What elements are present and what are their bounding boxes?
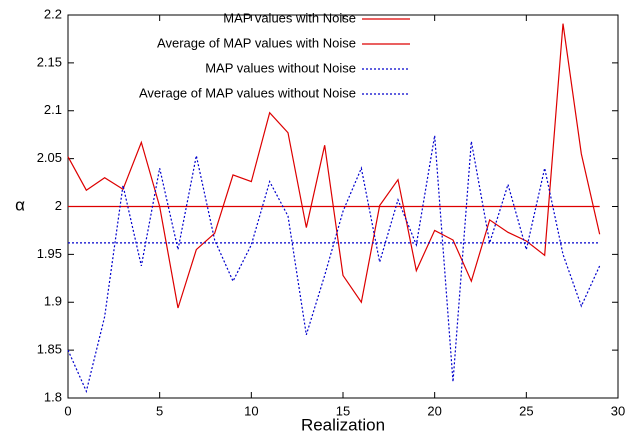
- legend-label: MAP values with Noise: [223, 10, 356, 25]
- x-tick-label: 0: [64, 403, 71, 418]
- y-axis-label: α: [15, 195, 25, 214]
- x-axis-label: Realization: [301, 415, 385, 434]
- x-tick-label: 20: [427, 403, 441, 418]
- y-tick-label: 1.85: [37, 342, 62, 357]
- legend-label: MAP values without Noise: [205, 60, 356, 75]
- y-tick-label: 1.8: [44, 389, 62, 404]
- y-tick-label: 2.2: [44, 6, 62, 21]
- legend-label: Average of MAP values without Noise: [139, 85, 356, 100]
- x-tick-label: 10: [244, 403, 258, 418]
- y-tick-label: 2: [55, 198, 62, 213]
- series-line: [67, 135, 601, 394]
- legend-label: Average of MAP values with Noise: [157, 35, 356, 50]
- x-tick-label: 25: [519, 403, 533, 418]
- y-tick-label: 1.9: [44, 294, 62, 309]
- y-tick-label: 2.15: [37, 54, 62, 69]
- y-tick-label: 1.95: [37, 246, 62, 261]
- x-tick-label: 5: [156, 403, 163, 418]
- series-line: [67, 23, 601, 309]
- y-tick-label: 2.05: [37, 150, 62, 165]
- x-tick-label: 30: [611, 403, 625, 418]
- y-tick-label: 2.1: [44, 102, 62, 117]
- x-tick-label: 15: [336, 403, 350, 418]
